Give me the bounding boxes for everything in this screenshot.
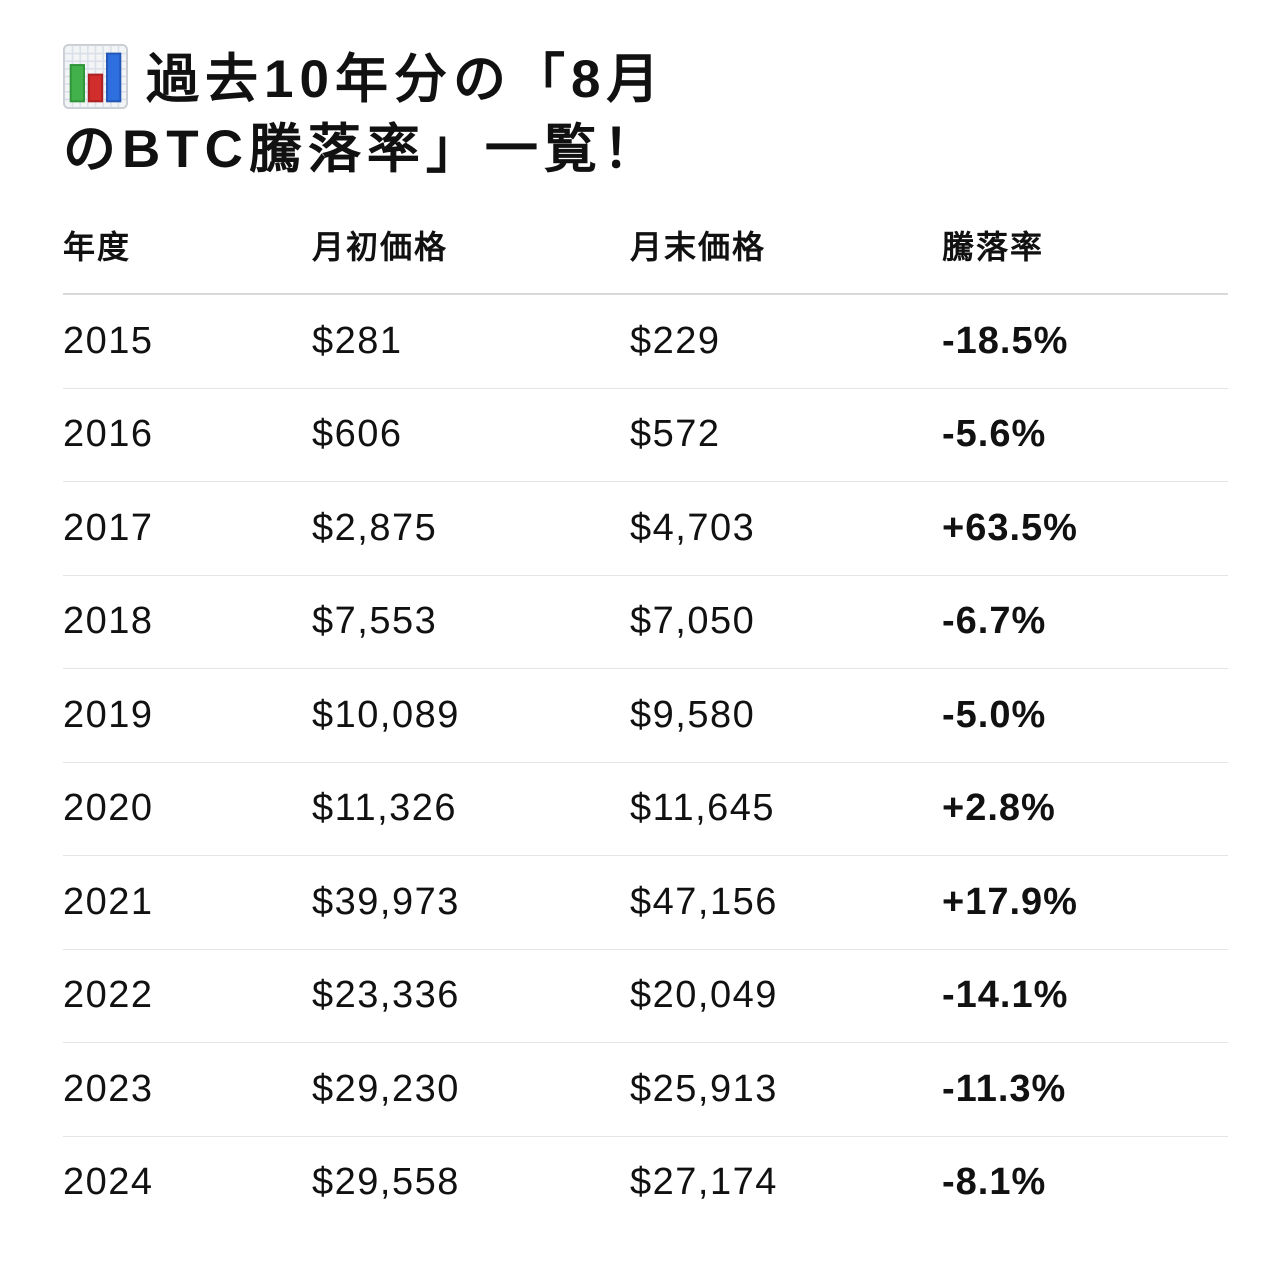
cell-change-rate: -8.1% [942,1161,1047,1204]
page-title: 過去10年分の「8月 のBTC騰落率」一覧！ [63,44,1228,185]
cell-year: 2021 [63,880,154,923]
table-row: 2023 $29,230 $25,913 -11.3% [63,1043,1228,1137]
cell-open-price: $11,326 [312,787,458,830]
cell-open-price: $29,558 [312,1161,460,1204]
table-row: 2018 $7,553 $7,050 -6.7% [63,576,1228,669]
cell-open-price: $39,973 [312,880,460,923]
cell-change-rate: +63.5% [942,506,1078,549]
cell-open-price: $7,553 [312,600,438,643]
table-row: 2017 $2,875 $4,703 +63.5% [63,482,1228,576]
cell-year: 2019 [63,693,154,736]
column-header-year: 年度 [63,229,132,265]
cell-year: 2024 [63,1161,154,1204]
column-header-open-price: 月初価格 [312,229,449,265]
table-row: 2020 $11,326 $11,645 +2.8% [63,763,1228,856]
title-text-1: 過去10年分の「8月 [146,50,666,109]
table-body: 2015 $281 $229 -18.5% 2016 $606 $572 -5.… [63,295,1228,1229]
cell-open-price: $2,875 [312,506,438,549]
cell-open-price: $281 [312,319,403,362]
cell-close-price: $4,703 [630,506,756,549]
cell-change-rate: -5.0% [942,693,1047,736]
cell-change-rate: +2.8% [942,787,1056,830]
cell-change-rate: -5.6% [942,413,1047,456]
cell-change-rate: -6.7% [942,600,1047,643]
cell-open-price: $606 [312,413,403,456]
cell-year: 2015 [63,319,154,362]
cell-change-rate: -11.3% [942,1067,1067,1110]
table-row: 2021 $39,973 $47,156 +17.9% [63,856,1228,950]
cell-close-price: $25,913 [630,1067,778,1110]
cell-open-price: $10,089 [312,693,460,736]
title-text-2: のBTC騰落率」一覧！ [63,120,662,179]
cell-year: 2023 [63,1067,154,1110]
cell-year: 2020 [63,787,154,830]
cell-year: 2018 [63,600,154,643]
column-header-close-price: 月末価格 [630,229,767,265]
cell-close-price: $9,580 [630,693,756,736]
cell-close-price: $11,645 [630,787,776,830]
table-header-row: 年度 月初価格 月末価格 騰落率 [63,229,1228,295]
cell-change-rate: -18.5% [942,319,1069,362]
cell-open-price: $29,230 [312,1067,460,1110]
cell-close-price: $47,156 [630,880,778,923]
cell-close-price: $572 [630,413,721,456]
column-header-change-rate: 騰落率 [942,229,1045,265]
cell-close-price: $20,049 [630,974,778,1017]
cell-year: 2022 [63,974,154,1017]
cell-close-price: $229 [630,319,721,362]
table-row: 2022 $23,336 $20,049 -14.1% [63,950,1228,1043]
cell-close-price: $7,050 [630,600,756,643]
cell-open-price: $23,336 [312,974,460,1017]
title-line-1: 過去10年分の「8月 [63,44,666,109]
cell-change-rate: -14.1% [942,974,1069,1017]
cell-year: 2016 [63,413,154,456]
bar-chart-icon [63,44,128,109]
btc-august-table: 年度 月初価格 月末価格 騰落率 2015 $281 $229 -18.5% 2… [63,229,1228,1229]
table-row: 2015 $281 $229 -18.5% [63,295,1228,389]
table-row: 2016 $606 $572 -5.6% [63,389,1228,482]
table-row: 2019 $10,089 $9,580 -5.0% [63,669,1228,763]
cell-year: 2017 [63,506,154,549]
table-row: 2024 $29,558 $27,174 -8.1% [63,1137,1228,1230]
cell-change-rate: +17.9% [942,880,1078,923]
cell-close-price: $27,174 [630,1161,778,1204]
